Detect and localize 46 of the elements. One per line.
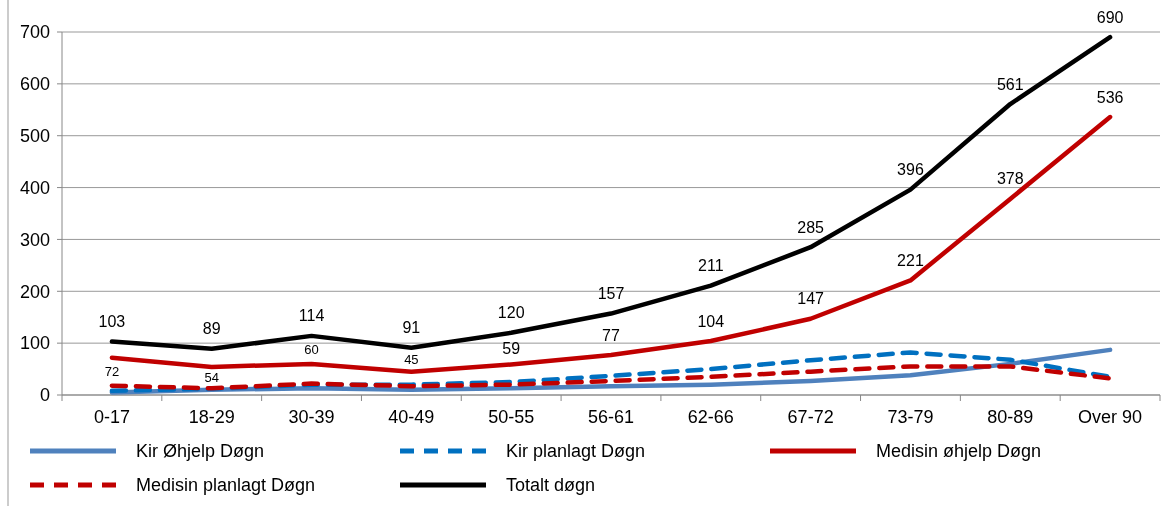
x-tick-label: Over 90 <box>1078 407 1143 427</box>
legend-label: Totalt døgn <box>506 475 596 496</box>
data-label: 690 <box>1096 8 1124 26</box>
data-label: 89 <box>202 320 221 338</box>
y-tick-label: 200 <box>19 281 50 302</box>
data-label: 72 <box>104 364 120 380</box>
data-label: 54 <box>204 370 219 386</box>
x-tick-label: 73-79 <box>887 407 934 427</box>
data-label: 285 <box>797 218 825 236</box>
x-tick-label: 62-66 <box>687 407 734 427</box>
data-label: 103 <box>98 313 126 331</box>
data-label: 211 <box>698 257 724 275</box>
x-tick-label: 80-89 <box>987 407 1034 427</box>
y-tick-label: 500 <box>19 126 50 147</box>
data-label: 104 <box>697 312 725 330</box>
data-label: 91 <box>402 319 421 337</box>
y-tick-label: 400 <box>19 177 50 198</box>
x-tick-label: 30-39 <box>288 407 335 427</box>
legend-label: Medisin øhjelp Døgn <box>876 441 1042 462</box>
data-label: 378 <box>996 170 1024 188</box>
data-label: 59 <box>502 340 521 358</box>
data-label: 396 <box>897 161 924 179</box>
data-label: 60 <box>304 342 319 358</box>
data-label: 147 <box>797 290 825 308</box>
data-label: 114 <box>298 307 325 325</box>
data-label: 77 <box>602 326 620 344</box>
x-tick-label: 40-49 <box>388 407 435 427</box>
data-label: 221 <box>897 251 924 269</box>
x-tick-label: 50-55 <box>488 407 535 427</box>
y-tick-label: 0 <box>39 385 50 406</box>
data-label: 157 <box>597 285 625 303</box>
legend-label: Kir planlagt Døgn <box>506 441 646 462</box>
data-label: 536 <box>1096 88 1124 106</box>
legend-label: Medisin planlagt Døgn <box>136 475 316 496</box>
data-label: 561 <box>996 75 1024 93</box>
x-tick-label: 56-61 <box>587 407 635 427</box>
x-tick-label: 0-17 <box>93 407 130 427</box>
legend-label: Kir Øhjelp Døgn <box>136 441 265 462</box>
y-tick-label: 100 <box>19 333 50 354</box>
y-tick-label: 300 <box>19 229 50 250</box>
x-tick-label: 67-72 <box>787 407 834 427</box>
data-label: 120 <box>497 304 525 322</box>
y-tick-label: 600 <box>19 74 50 95</box>
y-tick-label: 700 <box>19 22 50 43</box>
data-label: 45 <box>404 352 419 368</box>
x-tick-label: 18-29 <box>188 407 235 427</box>
